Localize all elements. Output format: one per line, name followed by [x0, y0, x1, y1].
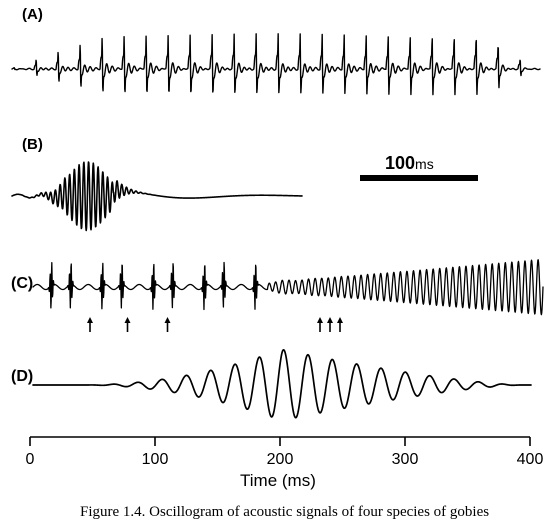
x-axis [0, 0, 553, 522]
x-axis-label: Time (ms) [240, 471, 316, 491]
figure-caption: Figure 1.4. Oscillogram of acoustic sign… [80, 504, 489, 521]
